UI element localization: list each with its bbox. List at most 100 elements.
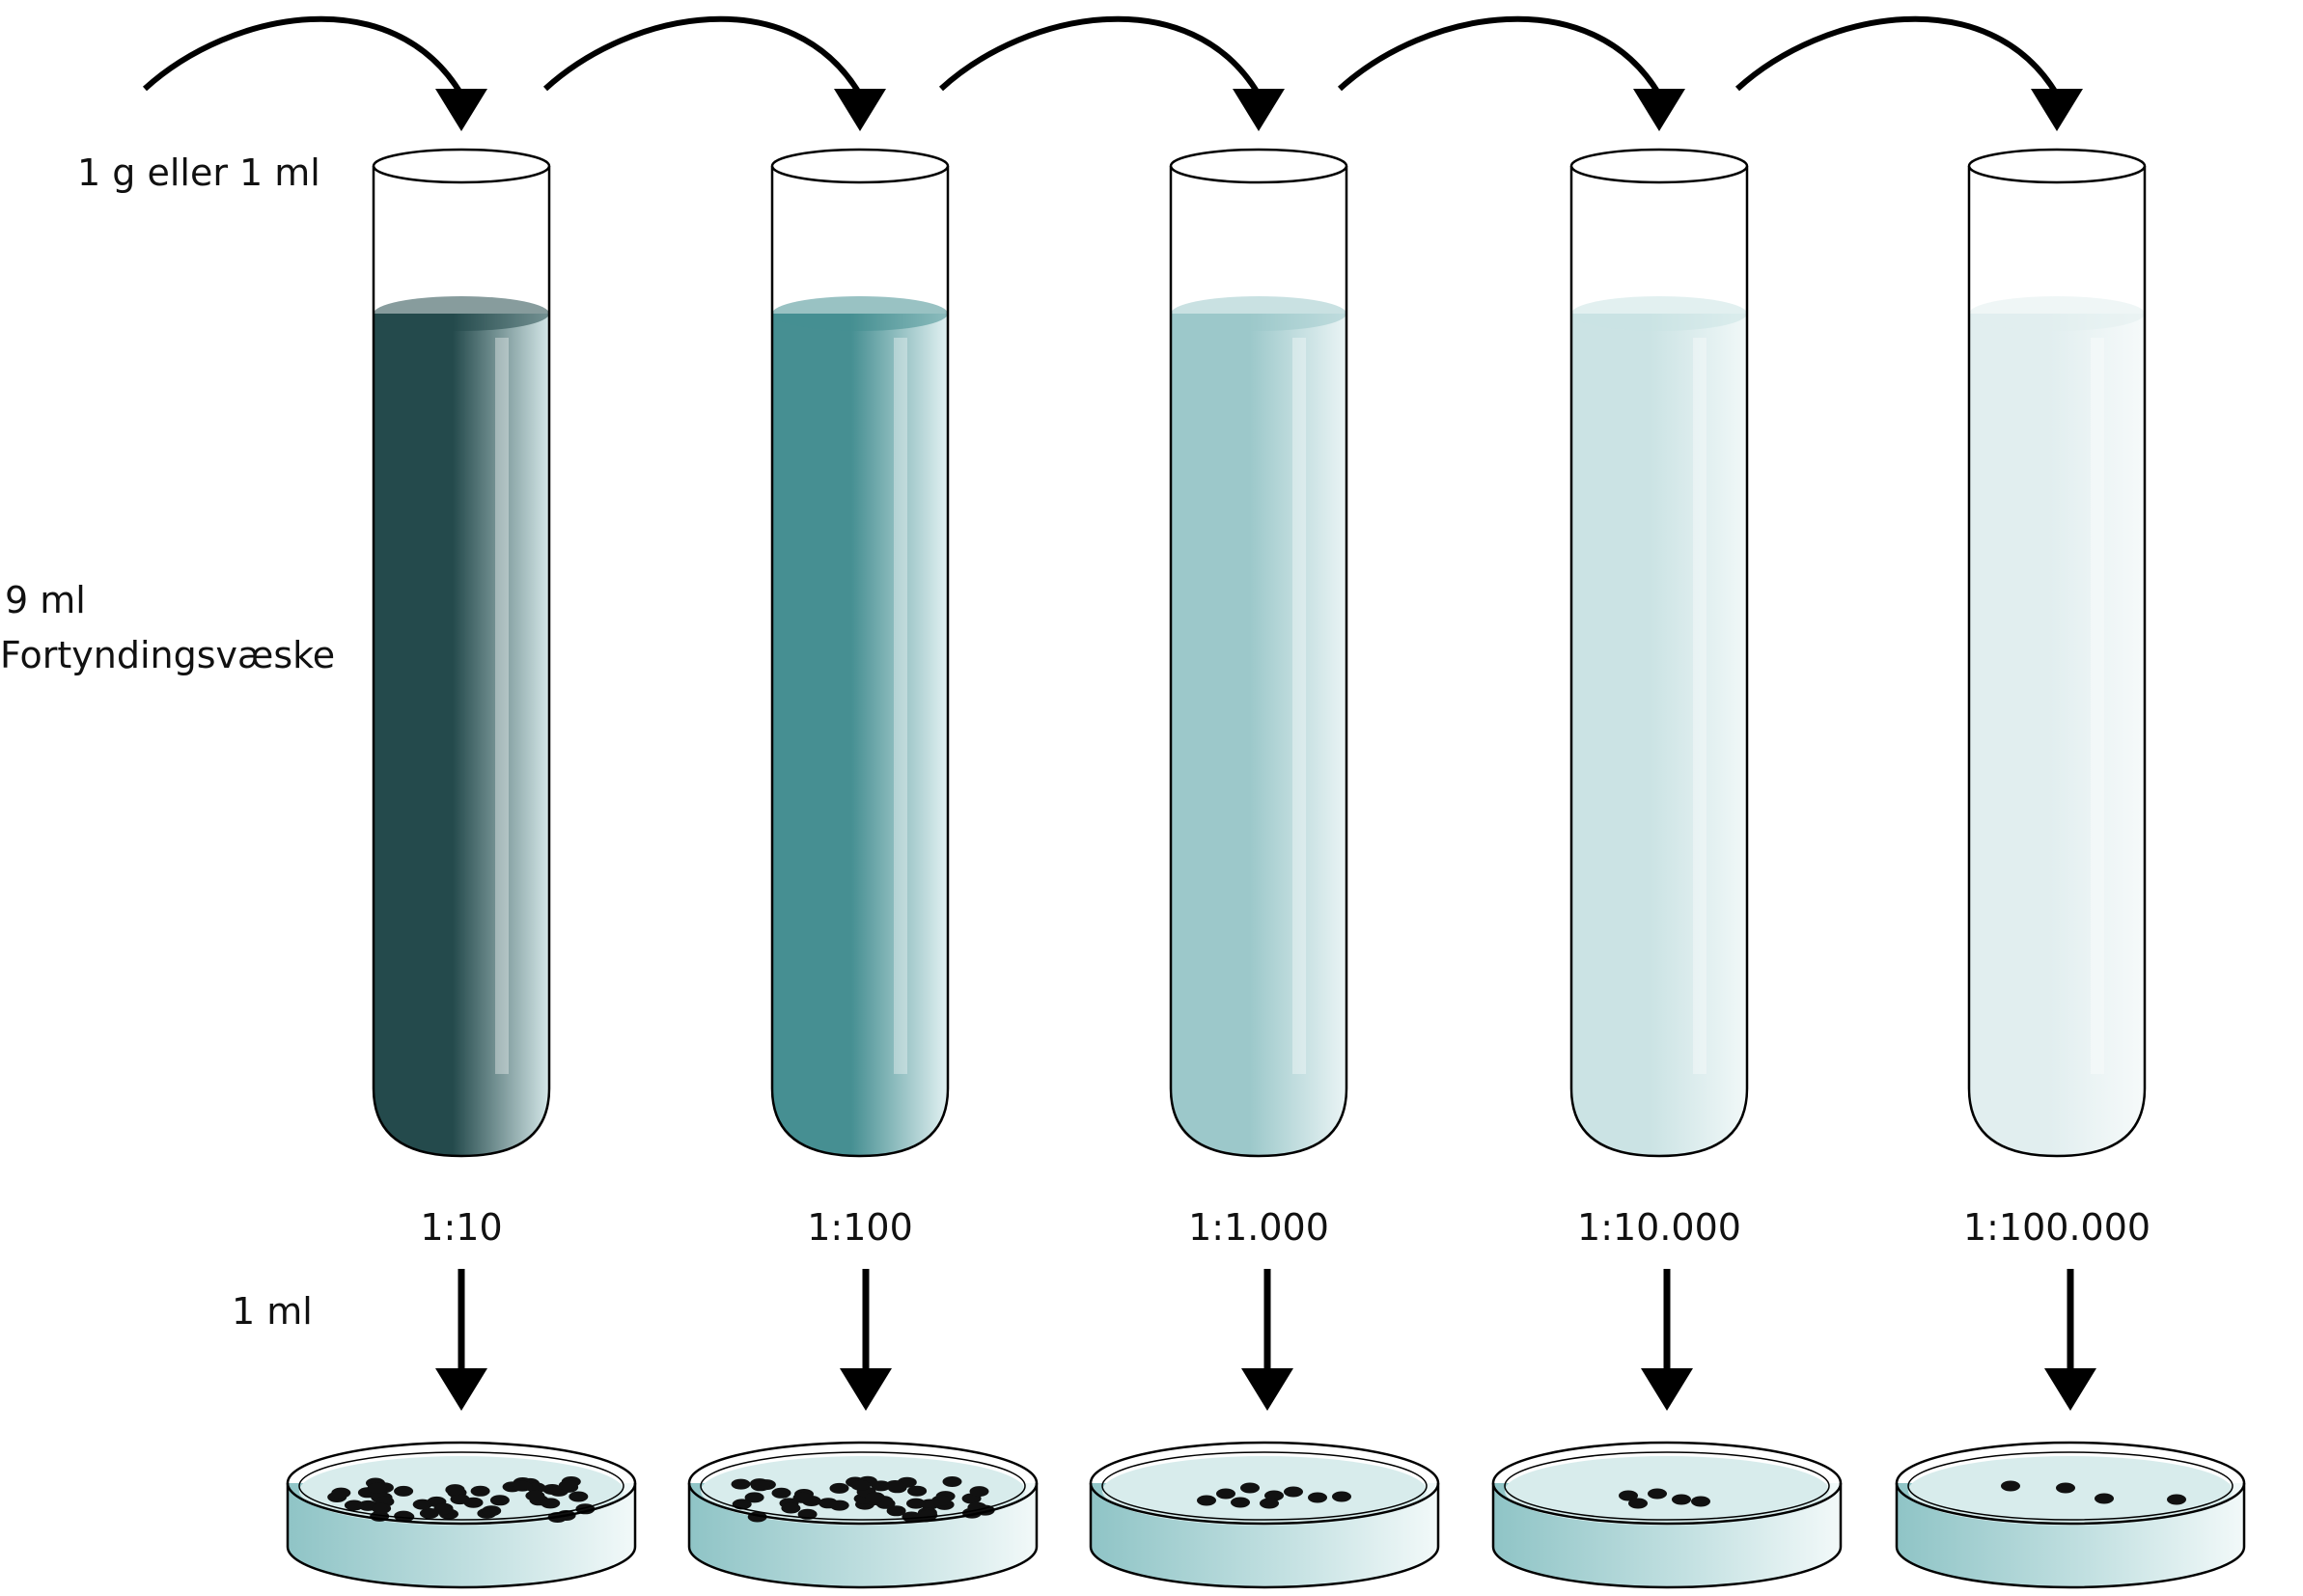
tube-rim — [1569, 148, 1749, 184]
transfer-arrow-head — [1633, 89, 1685, 131]
plating-arrow-head — [1241, 1368, 1293, 1411]
bacterial-colony — [412, 1499, 432, 1510]
test-tube — [1169, 148, 1348, 1158]
bacterial-colony — [885, 1480, 905, 1491]
dish-wall-outline — [1089, 1483, 1440, 1589]
tube-liquid — [772, 314, 948, 1156]
bacterial-colony — [372, 1502, 392, 1514]
sample-label: 1 g eller 1 ml — [77, 151, 320, 194]
bacterial-colony — [482, 1505, 502, 1517]
dish-wall-outline — [687, 1483, 1039, 1589]
bacterial-colony — [1672, 1494, 1691, 1505]
dish-inner-rim — [1907, 1451, 2234, 1521]
plating-arrow-head — [2044, 1368, 2096, 1411]
transfer-arrow-head — [1233, 89, 1285, 131]
bacterial-colony — [1628, 1498, 1648, 1509]
tube-outline — [770, 166, 950, 1158]
transfer-arrow-curve — [542, 15, 863, 96]
tube-liquid — [1969, 314, 2145, 1156]
transfer-arrow-head — [435, 89, 487, 131]
bacterial-colony — [902, 1511, 922, 1523]
dish-wall-outline — [286, 1483, 637, 1589]
bacterial-colony — [1648, 1488, 1667, 1500]
bacterial-colony — [331, 1487, 351, 1499]
tube-liquid — [1571, 314, 1747, 1156]
bacterial-colony — [967, 1501, 987, 1513]
bacterial-colony — [525, 1490, 545, 1501]
bacterial-colony — [433, 1503, 454, 1515]
dish-inner-rim — [298, 1451, 624, 1521]
bacterial-colony — [781, 1502, 801, 1514]
test-tube — [1967, 148, 2147, 1158]
transfer-arrow-curve — [1337, 15, 1662, 96]
tube-outline — [1967, 166, 2147, 1158]
transfer-arrow-curve — [1734, 15, 2060, 96]
dish-wall-outline — [1895, 1483, 2246, 1589]
liquid-surface — [374, 296, 549, 331]
bacterial-colony — [2056, 1482, 2075, 1494]
tube-outline — [372, 166, 551, 1158]
bacterial-colony — [367, 1482, 387, 1494]
tube-rim — [1967, 148, 2147, 184]
bacterial-colony — [558, 1479, 578, 1491]
transfer-arrow-head — [834, 89, 886, 131]
transfer-arrows — [142, 15, 2083, 131]
bacterial-colony — [1619, 1490, 1638, 1501]
diluent-name-label: Fortyndingsvæske — [0, 634, 335, 676]
bacterial-colony — [450, 1494, 470, 1505]
bacterial-colony — [569, 1491, 589, 1502]
bacterial-colony — [907, 1485, 928, 1497]
petri-dish — [286, 1441, 637, 1589]
tube-rim — [770, 148, 950, 184]
bacterial-colony — [419, 1507, 439, 1519]
bacterial-colony — [731, 1478, 751, 1490]
liquid-surface — [772, 296, 948, 331]
test-tube — [1569, 148, 1749, 1158]
bacterial-colony — [829, 1500, 849, 1511]
plating-volume-label: 1 ml — [232, 1290, 313, 1333]
liquid-surface — [1969, 296, 2145, 331]
bacterial-colony — [829, 1482, 849, 1494]
glass-highlight — [2091, 338, 2104, 1074]
dilution-ratio-label: 1:1.000 — [1188, 1206, 1329, 1249]
glass-highlight — [495, 338, 509, 1074]
petri-dishes — [286, 1441, 2246, 1589]
petri-dish — [687, 1441, 1039, 1589]
glass-highlight — [1693, 338, 1706, 1074]
petri-dish — [1089, 1441, 1440, 1589]
bacterial-colony — [2167, 1494, 2186, 1505]
bacterial-colony — [1260, 1498, 1279, 1509]
bacterial-colony — [1197, 1495, 1216, 1506]
bacterial-colony — [931, 1495, 952, 1506]
bacterial-colony — [1332, 1491, 1351, 1502]
transfer-arrow-head — [2031, 89, 2083, 131]
bacterial-colony — [865, 1492, 885, 1503]
bacterial-colony — [969, 1486, 989, 1498]
bacterial-colony — [489, 1495, 510, 1506]
dish-wall-outline — [1491, 1483, 1843, 1589]
bacterial-colony — [1231, 1497, 1250, 1508]
tube-liquid — [1171, 314, 1346, 1156]
glass-highlight — [1292, 338, 1306, 1074]
bacterial-colony — [1308, 1492, 1327, 1503]
glass-highlight — [894, 338, 907, 1074]
tube-liquid — [374, 314, 549, 1156]
bacterial-colony — [1691, 1496, 1710, 1507]
tube-outline — [1169, 166, 1348, 1158]
plating-arrow-head — [840, 1368, 892, 1411]
bacterial-colony — [541, 1498, 561, 1509]
transfer-arrow-curve — [142, 15, 464, 96]
tube-outline — [1569, 166, 1749, 1158]
petri-dish — [1895, 1441, 2246, 1589]
dilution-ratio-label: 1:100.000 — [1963, 1206, 2150, 1249]
bacterial-colony — [445, 1484, 465, 1496]
bacterial-colony — [942, 1476, 962, 1487]
bacterial-colony — [2001, 1480, 2020, 1492]
dilution-ratio-label: 1:100 — [807, 1206, 913, 1249]
bacterial-colony — [395, 1511, 415, 1523]
test-tube — [372, 148, 551, 1158]
bacterial-colony — [850, 1479, 871, 1491]
transfer-arrow-curve — [938, 15, 1262, 96]
bacterial-colony — [906, 1498, 926, 1509]
